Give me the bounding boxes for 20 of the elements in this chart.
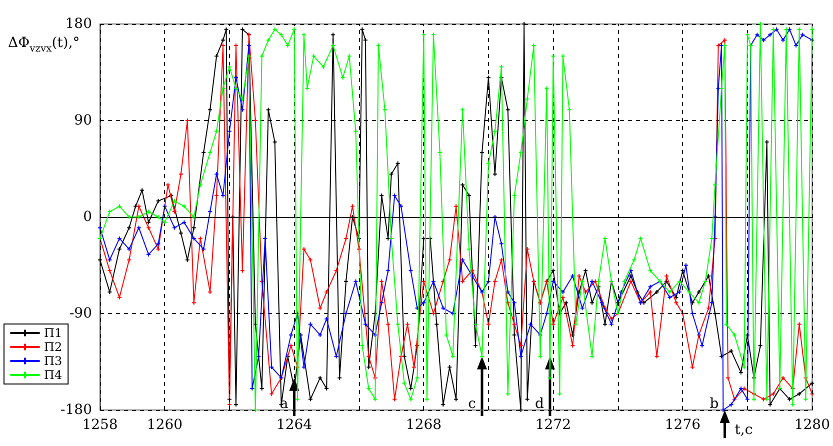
- legend-label: П4: [44, 368, 62, 382]
- legend-label: П1: [44, 326, 62, 340]
- y-tick-label: 180: [65, 16, 92, 32]
- x-tick-label: 1276: [664, 417, 701, 433]
- x-tick-label: 1280: [794, 417, 830, 433]
- y-tick-label: -180: [60, 402, 92, 418]
- annotation: b: [710, 396, 719, 412]
- legend-label: П3: [44, 354, 62, 368]
- y-tick-label: -90: [69, 306, 92, 322]
- x-tick-label: 1258: [82, 417, 118, 433]
- x-tick-label: 1268: [406, 417, 442, 433]
- x-tick-label: 1260: [146, 417, 183, 433]
- y-tick-label: 90: [74, 112, 92, 128]
- annotation: c: [468, 396, 476, 412]
- annotation: d: [535, 396, 544, 412]
- x-tick-label: 1272: [535, 417, 572, 433]
- x-tick-label: 1264: [276, 417, 312, 433]
- annotation: t,c: [734, 422, 753, 438]
- y-tick-label: 0: [83, 209, 92, 225]
- legend-label: П2: [44, 340, 62, 354]
